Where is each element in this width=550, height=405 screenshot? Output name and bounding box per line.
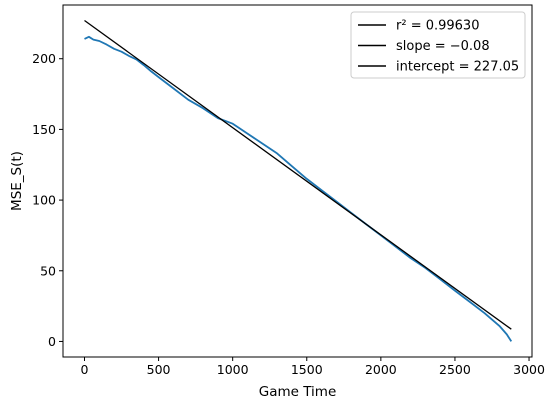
plot-marks — [84, 19, 513, 342]
data-series-line — [84, 35, 513, 342]
y-tick-label: 100 — [32, 193, 56, 208]
x-axis-label: Game Time — [259, 384, 337, 400]
plot-frame — [62, 4, 533, 358]
legend-entry: slope = −0.08 — [396, 39, 490, 54]
x-tick-label: 2000 — [365, 362, 397, 377]
fit-line — [84, 19, 512, 330]
x-tick-label: 500 — [147, 362, 171, 377]
legend-entry: r² = 0.99630 — [396, 19, 479, 34]
y-tick-label: 0 — [48, 334, 56, 349]
x-tick-label: 2500 — [439, 362, 471, 377]
y-tick-label: 50 — [40, 263, 56, 278]
y-axis-label: MSE_S(t) — [9, 151, 25, 211]
x-tick-label: 3000 — [513, 362, 545, 377]
x-axis: 0 500 1000 1500 2000 2500 3000 — [81, 357, 545, 377]
x-tick-label: 0 — [81, 362, 89, 377]
legend-entry: intercept = 227.05 — [396, 60, 519, 75]
y-axis: 0 50 100 150 200 — [32, 51, 63, 349]
y-tick-label: 200 — [32, 51, 56, 66]
legend: r² = 0.99630 slope = −0.08 intercept = 227… — [350, 11, 526, 79]
legend-box — [350, 11, 526, 79]
x-tick-label: 1500 — [291, 362, 323, 377]
x-tick-label: 1000 — [217, 362, 249, 377]
y-tick-label: 150 — [32, 122, 56, 137]
